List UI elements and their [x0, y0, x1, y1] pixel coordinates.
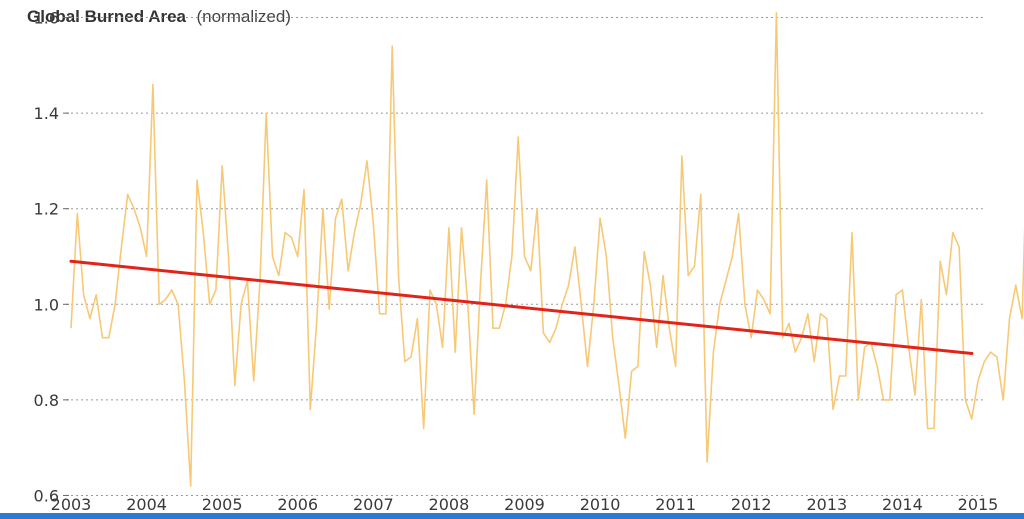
x-tick-label: 2012 [731, 495, 772, 513]
gridlines [66, 17, 985, 496]
x-tick-label: 2011 [655, 495, 696, 513]
chart-title: Global Burned Area (normalized) [27, 7, 291, 26]
x-tick-label: 2014 [882, 495, 923, 513]
y-tick-label: 1.4 [34, 104, 59, 123]
x-tick-label: 2009 [504, 495, 545, 513]
trend-line [69, 259, 974, 356]
data-series [70, 12, 1024, 487]
x-tick-label: 2005 [202, 495, 243, 513]
x-tick-label: 2010 [580, 495, 621, 513]
chart-title-main: Global Burned Area [27, 7, 187, 26]
y-tick-label: 0.8 [34, 391, 59, 410]
bottom-accent-bar [0, 513, 1024, 519]
x-axis: 2003 2004 2005 2006 2007 2008 2009 2010 2011 2012… [51, 495, 999, 513]
y-tick-label: 1.2 [34, 200, 59, 219]
x-tick-label: 2003 [51, 495, 92, 513]
chart-title-subtitle: (normalized) [196, 7, 290, 26]
x-tick-label: 2015 [958, 495, 999, 513]
x-tick-label: 2006 [277, 495, 318, 513]
y-tick-label: 1.6 [34, 9, 59, 28]
y-axis: 0.6 0.8 1.0 1.2 1.4 1.6 [34, 9, 69, 505]
y-tick-label: 1.0 [34, 295, 59, 314]
x-tick-label: 2007 [353, 495, 394, 513]
x-tick-label: 2004 [126, 495, 167, 513]
x-tick-label: 2008 [429, 495, 470, 513]
trendline-group [69, 259, 974, 356]
series-line-0 [70, 12, 1024, 487]
x-tick-label: 2013 [806, 495, 847, 513]
y-tick-label: 0.6 [34, 486, 59, 505]
